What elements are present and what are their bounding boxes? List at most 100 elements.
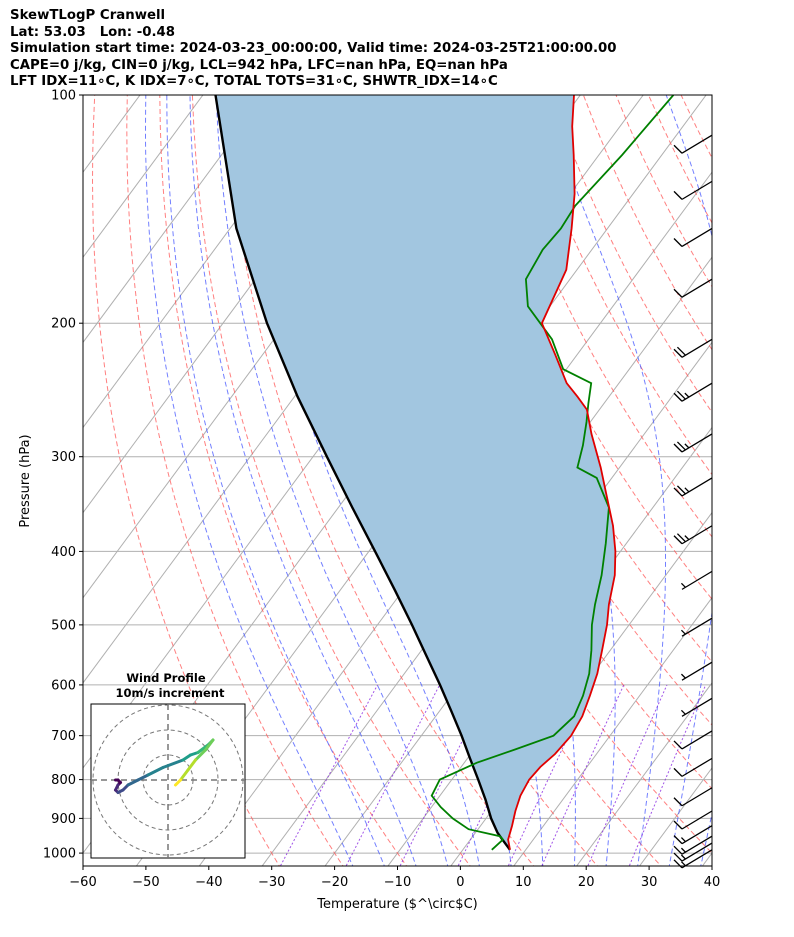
wind-barb: [673, 835, 713, 855]
hodograph-segment: [161, 758, 185, 769]
dewpoint-line: [430, 95, 675, 851]
moist-adiabat: [700, 811, 712, 866]
mixing-ratio-line: [399, 684, 492, 866]
y-tick-label: 600: [51, 678, 76, 693]
moist-adiabat: [189, 95, 417, 866]
x-tick-label: 40: [704, 875, 721, 890]
wind-barb: [680, 570, 713, 590]
x-tick-label: 10: [515, 875, 532, 890]
dry-adiabat: [714, 95, 794, 869]
y-tick-label: 400: [51, 545, 76, 560]
mixing-ratio-line: [628, 684, 707, 866]
wind-barb: [673, 382, 713, 402]
hodograph-segment: [204, 738, 215, 752]
station-coordinates: Lat: 53.03 Lon: -0.48: [10, 24, 176, 40]
moist-adiabat: [665, 95, 712, 866]
dry-adiabat: [517, 95, 712, 476]
x-tick-label: 30: [641, 875, 658, 890]
x-tick-label: −60: [69, 875, 96, 890]
simulation-times: Simulation start time: 2024-03-23_00:00:…: [10, 41, 617, 57]
moist-adiabat: [215, 95, 449, 866]
wind-barb: [673, 849, 713, 869]
y-tick-label: 500: [51, 618, 76, 633]
y-tick-label: 700: [51, 729, 76, 744]
y-axis-label: Pressure (hPa): [18, 434, 33, 527]
cape-shading: [215, 95, 616, 850]
wind-barb: [680, 697, 713, 717]
hodograph-segment: [146, 766, 165, 777]
dry-adiabat: [680, 95, 712, 159]
isotherm: [576, 682, 712, 866]
isotherm: [83, 95, 267, 344]
y-tick-label: 900: [51, 812, 76, 827]
cape-cin-area: [215, 95, 616, 850]
x-tick-label: −30: [258, 875, 285, 890]
index-parameters: LFT IDX=11∘C, K IDX=7∘C, TOTAL TOTS=31∘C…: [10, 74, 498, 90]
wind-barb: [673, 810, 713, 830]
wind-barb: [673, 134, 713, 154]
wind-barb: [673, 180, 713, 200]
hodograph-segment: [136, 773, 150, 782]
wind-barbs: [673, 134, 713, 869]
hodograph-segment: [196, 743, 210, 754]
hodograph-segment: [174, 778, 182, 787]
y-tick-label: 100: [51, 89, 76, 104]
dry-adiabat: [582, 95, 712, 351]
isotherm: [513, 596, 712, 866]
moist-adiabat: [245, 95, 480, 866]
wind-barb: [673, 477, 713, 497]
wind-barb: [673, 757, 713, 777]
x-tick-label: 0: [456, 875, 464, 890]
wind-barb: [673, 825, 713, 845]
isotherm: [752, 78, 794, 884]
hodograph-segment: [194, 748, 207, 762]
y-axis-ticks: 1000 900 800 700 600 500 400 300 200 100: [43, 89, 83, 862]
mixing-ratio-line: [279, 684, 379, 866]
hodograph-title: Wind Profile: [126, 671, 206, 685]
wind-barb: [673, 433, 713, 453]
moist-adiabat: [145, 95, 354, 866]
y-tick-label: 300: [51, 450, 76, 465]
hodograph-segment: [186, 758, 197, 772]
moist-adiabat: [542, 95, 666, 866]
hodograph-segment: [181, 753, 192, 762]
wind-barb: [680, 617, 713, 637]
x-axis-ticks: −60 −50 −40 −30 −20 −10 0 10 20 30 40: [69, 866, 720, 890]
dry-adiabat: [191, 95, 471, 866]
temperature-line: [507, 95, 617, 850]
wind-barb: [673, 338, 713, 358]
hodograph-plot: [91, 704, 245, 858]
x-tick-label: 20: [578, 875, 595, 890]
wind-barb: [673, 227, 713, 248]
parcel-path-line: [214, 95, 511, 851]
profile-curves: [214, 95, 675, 851]
moist-adiabat: [166, 95, 385, 866]
y-tick-label: 1000: [43, 847, 76, 862]
chart-title: SkewTLogP Cranwell: [10, 8, 166, 23]
wind-barb: [673, 278, 713, 298]
dry-adiabat: [126, 95, 344, 866]
isotherm: [324, 341, 712, 866]
title-block: SkewTLogP Cranwell Lat: 53.03 Lon: -0.48…: [10, 8, 790, 91]
dry-adiabat: [550, 95, 712, 414]
hodograph-segment: [126, 778, 140, 787]
dry-adiabat: [648, 95, 712, 224]
wind-barb: [673, 525, 713, 545]
wind-barb: [673, 730, 713, 750]
wind-barb: [680, 661, 713, 681]
x-tick-label: −20: [321, 875, 348, 890]
hodograph-inset: Wind Profile 10m/s increment: [90, 671, 246, 859]
wind-barb: [673, 787, 713, 807]
stability-parameters: CAPE=0 j/kg, CIN=0 j/kg, LCL=942 hPa, LF…: [10, 57, 508, 73]
isotherm: [83, 95, 204, 259]
x-tick-label: −50: [132, 875, 159, 890]
hodograph-subtitle: 10m/s increment: [116, 686, 225, 700]
isotherm: [0, 78, 90, 884]
x-tick-label: −40: [195, 875, 222, 890]
mixing-ratio-line: [345, 684, 441, 866]
hodograph-segment: [179, 768, 190, 782]
wind-barb: [673, 842, 713, 862]
x-axis-label: Temperature ($^\circ$C): [316, 897, 477, 912]
y-tick-label: 200: [51, 317, 76, 332]
